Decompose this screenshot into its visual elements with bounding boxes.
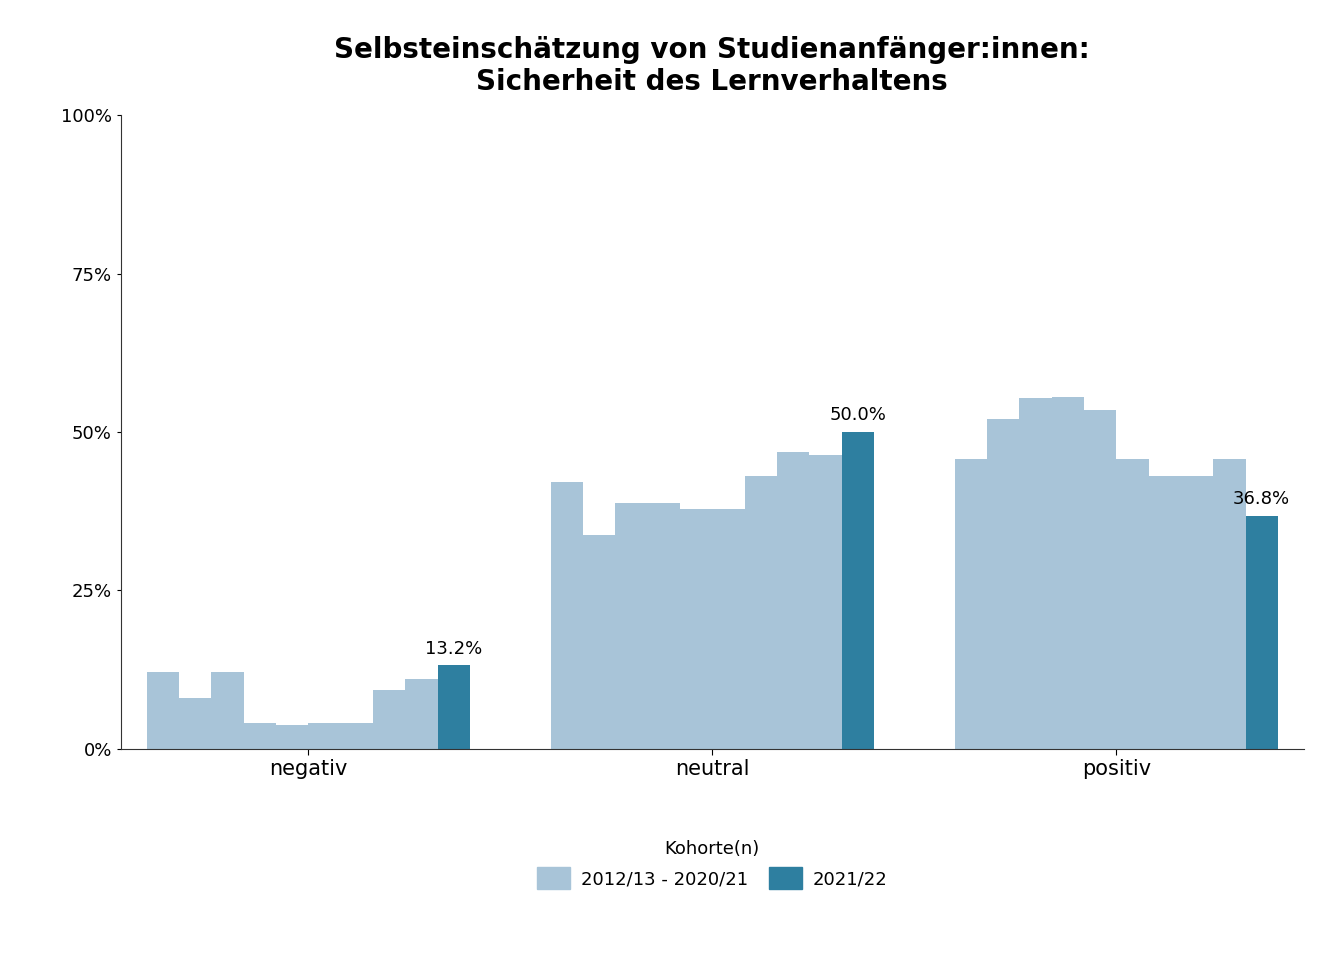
Bar xyxy=(1117,459,1149,749)
Bar xyxy=(551,482,583,749)
Text: 36.8%: 36.8% xyxy=(1232,490,1290,508)
Bar xyxy=(712,510,745,749)
Bar xyxy=(211,672,243,749)
Text: 13.2%: 13.2% xyxy=(425,639,482,658)
Bar xyxy=(1149,476,1181,749)
Bar xyxy=(1085,410,1117,749)
Bar xyxy=(616,503,648,749)
Title: Selbsteinschätzung von Studienanfänger:innen:
Sicherheit des Lernverhaltens: Selbsteinschätzung von Studienanfänger:i… xyxy=(335,36,1090,96)
Bar xyxy=(680,510,712,749)
Bar xyxy=(276,726,308,749)
Bar xyxy=(340,724,374,749)
Bar xyxy=(841,432,874,749)
Bar xyxy=(1246,516,1278,749)
Bar xyxy=(374,690,406,749)
Bar xyxy=(146,672,179,749)
Bar xyxy=(986,420,1019,749)
Bar xyxy=(648,503,680,749)
Bar xyxy=(438,665,470,749)
Bar xyxy=(243,724,276,749)
Text: 50.0%: 50.0% xyxy=(829,406,886,424)
Bar xyxy=(777,452,809,749)
Bar xyxy=(745,476,777,749)
Bar xyxy=(583,536,616,749)
Bar xyxy=(954,459,986,749)
Bar xyxy=(179,698,211,749)
Bar xyxy=(1181,476,1214,749)
Bar xyxy=(1051,397,1085,749)
Bar xyxy=(406,679,438,749)
Bar xyxy=(1019,398,1051,749)
Legend: 2012/13 - 2020/21, 2021/22: 2012/13 - 2020/21, 2021/22 xyxy=(538,840,887,889)
Bar xyxy=(1214,459,1246,749)
Bar xyxy=(809,455,841,749)
Bar xyxy=(308,724,340,749)
